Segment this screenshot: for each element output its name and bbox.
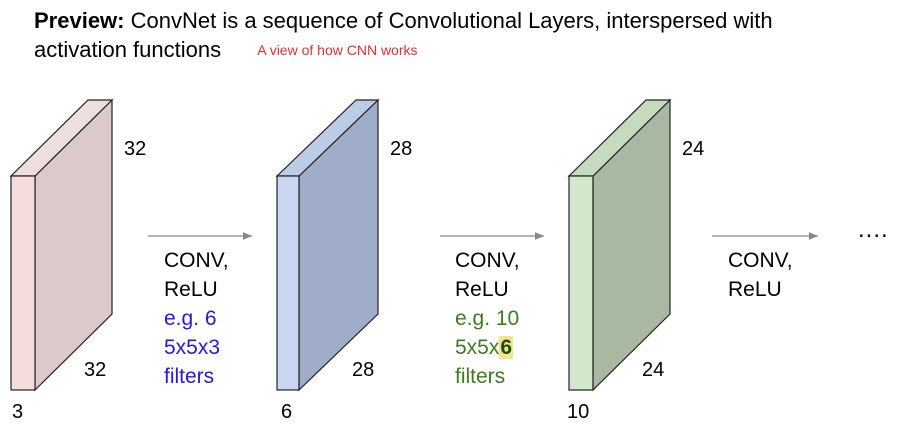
volume-2-depth-label: 6 <box>281 401 292 423</box>
operation-1-line2: ReLU <box>164 278 218 301</box>
operation-1-example-line1: e.g. 6 <box>164 307 217 330</box>
volume-1-front <box>10 175 36 391</box>
volume-3-height-label: 24 <box>642 359 664 381</box>
operation-2-example-line3: filters <box>455 365 506 388</box>
operation-1-line1: CONV, <box>164 249 229 272</box>
volume-3-width-label: 24 <box>682 138 704 160</box>
operation-2-highlighted-depth: 6 <box>499 336 514 359</box>
title-text-line1: ConvNet is a sequence of Convolutional L… <box>124 8 773 33</box>
operation-2-example-line1: e.g. 10 <box>455 307 520 330</box>
operation-3: CONV, ReLU <box>728 246 793 304</box>
operation-3-line1: CONV, <box>728 249 793 272</box>
volume-2-height-label: 28 <box>352 359 374 381</box>
volume-3-front <box>568 175 594 391</box>
title-bold-label: Preview: <box>34 8 125 33</box>
volume-1: 32 32 3 <box>9 98 146 423</box>
operation-1: CONV, ReLU e.g. 6 5x5x3 filters <box>164 246 229 391</box>
operation-2-example-prefix: 5x5x <box>455 336 500 359</box>
slide-title: Preview: ConvNet is a sequence of Convol… <box>34 6 894 65</box>
volume-3-depth-label: 10 <box>567 401 589 423</box>
caption: A view of how CNN works <box>257 42 418 58</box>
operation-2-line2: ReLU <box>455 278 509 301</box>
volume-2-width-label: 28 <box>390 138 412 160</box>
operation-2-example-line2: 5x5x6 <box>455 333 520 362</box>
volume-1-height-label: 32 <box>84 359 106 381</box>
continuation-dots: .... <box>858 216 889 243</box>
operation-2-line1: CONV, <box>455 249 520 272</box>
title-text-line2: activation functions <box>34 37 222 62</box>
volume-2-front <box>276 175 300 391</box>
volume-1-width-label: 32 <box>124 138 146 160</box>
volume-2: 28 28 6 <box>275 98 412 423</box>
operation-1-example-line3: filters <box>164 365 215 388</box>
volume-3: 24 24 10 <box>567 98 704 423</box>
operation-3-line2: ReLU <box>728 278 782 301</box>
operation-2: CONV, ReLU e.g. 10 5x5x6 filters <box>455 246 520 391</box>
volume-1-depth-label: 3 <box>12 401 23 423</box>
operation-1-example-line2: 5x5x3 <box>164 336 221 359</box>
